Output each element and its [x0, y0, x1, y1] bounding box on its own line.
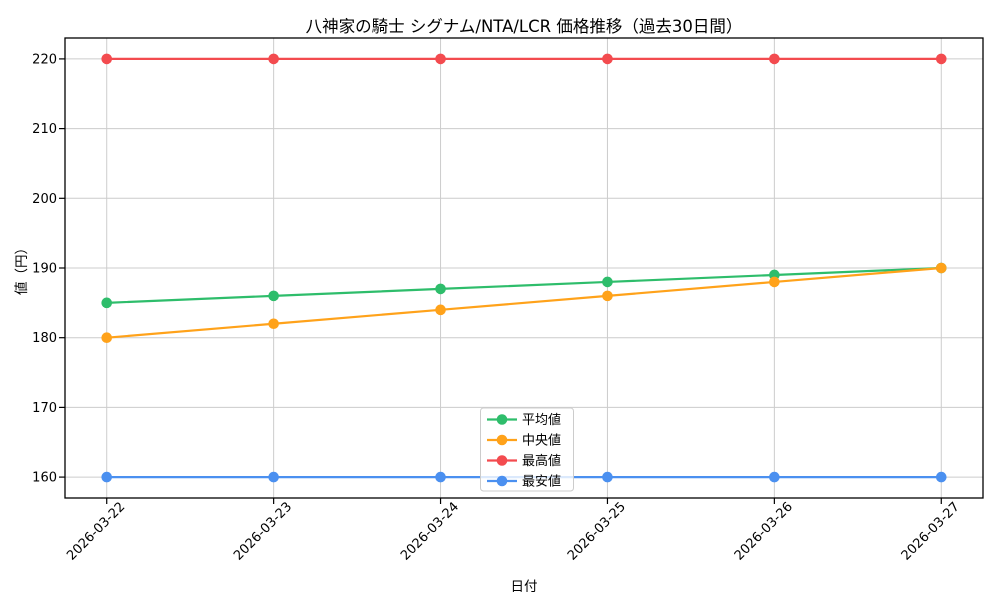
data-point [602, 471, 613, 483]
data-point [935, 53, 947, 65]
y-tick-label: 160 [32, 471, 57, 486]
data-point [101, 471, 113, 483]
data-point [101, 53, 113, 65]
data-point [769, 53, 780, 65]
y-tick-label: 220 [32, 52, 57, 67]
series-line [106, 266, 942, 339]
legend-label: 中央値 [522, 433, 561, 449]
series-line [106, 266, 942, 304]
legend-label: 最高値 [522, 453, 561, 469]
legend-marker-dot [496, 455, 508, 466]
legend-marker-dot [496, 434, 508, 446]
data-point [602, 53, 613, 65]
data-point [935, 471, 947, 483]
legend-box [480, 407, 574, 492]
legend-label: 平均値 [522, 412, 561, 428]
data-point [268, 471, 279, 483]
x-axis-label: 日付 [510, 579, 538, 595]
data-point [268, 318, 279, 330]
data-point [602, 290, 613, 302]
x-tick-label: 2026-03-25 [565, 500, 629, 564]
legend-marker-dot [496, 475, 508, 487]
chart-title: 八神家の騎士 シグナム/NTA/LCR 価格推移（過去30日間） [305, 17, 743, 36]
data-point [101, 332, 113, 343]
data-point [268, 53, 279, 65]
y-tick-label: 170 [32, 401, 57, 416]
data-point [935, 262, 947, 274]
legend-marker-dot [496, 414, 508, 425]
y-tick-label: 180 [32, 331, 57, 346]
data-point [602, 276, 613, 288]
data-point [101, 297, 113, 309]
x-tick-label: 2026-03-22 [64, 500, 128, 564]
y-tick-label: 190 [32, 262, 57, 277]
data-point [268, 290, 279, 302]
data-point [769, 276, 780, 288]
data-point [435, 304, 446, 316]
x-tick-label: 2026-03-24 [398, 500, 462, 564]
x-tick-label: 2026-03-27 [899, 500, 963, 564]
plot-border [64, 37, 984, 499]
data-point [435, 53, 446, 65]
x-tick-label: 2026-03-26 [732, 500, 796, 564]
y-tick-label: 210 [32, 122, 57, 137]
y-tick-label: 200 [32, 192, 57, 207]
legend-label: 最安値 [522, 474, 561, 490]
data-point [435, 283, 446, 295]
data-point [769, 471, 780, 483]
x-tick-label: 2026-03-23 [231, 500, 295, 564]
data-point [435, 471, 446, 483]
